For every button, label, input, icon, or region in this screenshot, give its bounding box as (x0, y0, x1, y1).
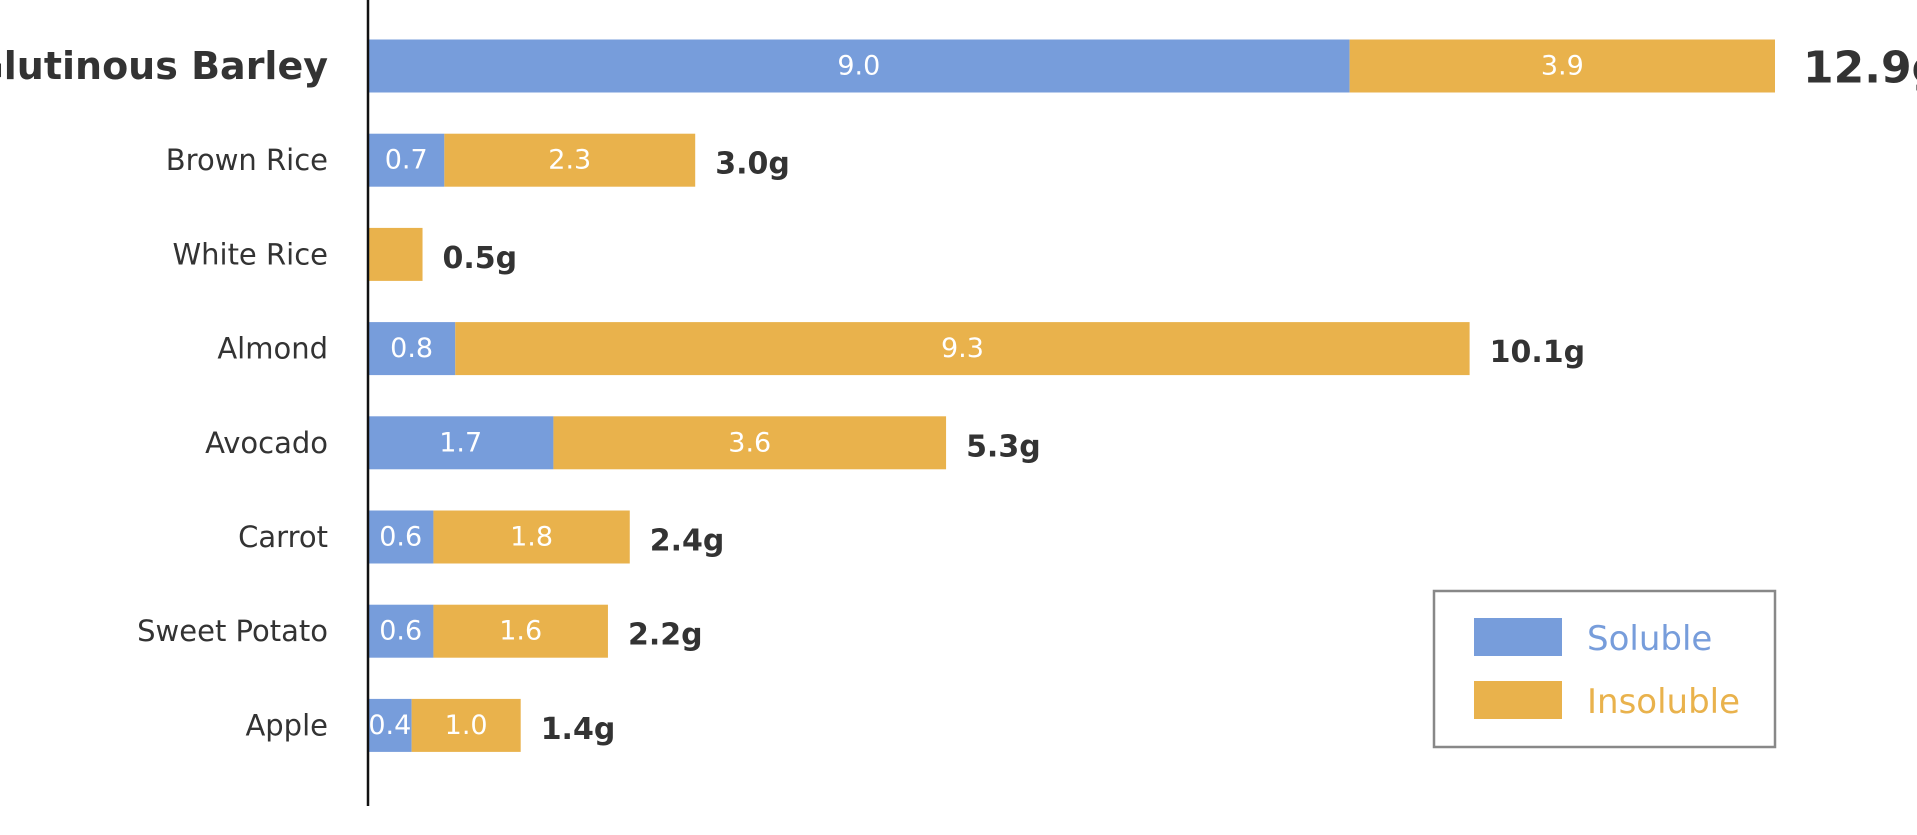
bar-value-label: 0.7 (385, 145, 428, 176)
bar-value-label: 0.8 (390, 333, 433, 364)
category-label: White Rice (172, 237, 328, 271)
bar-segment-soluble (368, 510, 434, 564)
bar-segment-insoluble (411, 698, 521, 752)
bar-value-label: 2.3 (548, 145, 591, 176)
bar-value-label: 1.8 (510, 522, 553, 553)
bar-total-label: 10.1g (1490, 335, 1586, 370)
legend-label-soluble: Soluble (1587, 619, 1712, 659)
bar-value-label: 3.9 (1541, 51, 1584, 82)
category-label: Glutinous Barley (0, 44, 328, 88)
bar-segment-insoluble (455, 322, 1470, 376)
bar-value-label: 1.6 (499, 616, 542, 647)
category-label: Apple (245, 708, 328, 742)
bar-total-label: 5.3g (966, 429, 1041, 464)
bar-segment-soluble (368, 322, 456, 376)
bar-value-label: 9.0 (837, 51, 880, 82)
bar-value-label: 0.6 (379, 616, 422, 647)
bar-value-label: 0.4 (368, 710, 411, 741)
category-label: Carrot (238, 520, 328, 554)
bar-segment-insoluble (368, 227, 423, 281)
bar-value-label: 1.7 (439, 427, 482, 458)
bar-segment-insoluble (433, 510, 630, 564)
legend-label-insoluble: Insoluble (1587, 682, 1740, 722)
bar-segment-soluble (368, 698, 412, 752)
bar-total-label: 12.9g (1803, 43, 1917, 94)
legend-swatch-insoluble (1474, 681, 1562, 719)
category-label: Sweet Potato (137, 614, 328, 648)
bar-segment-insoluble (1349, 39, 1775, 93)
category-label: Brown Rice (166, 143, 328, 177)
legend-swatch-soluble (1474, 618, 1562, 656)
bar-segment-soluble (368, 416, 554, 470)
bar-total-label: 2.2g (628, 618, 703, 653)
bar-total-label: 3.0g (715, 147, 790, 182)
bar-value-label: 1.0 (445, 710, 488, 741)
bar-segment-soluble (368, 39, 1350, 93)
bar-total-label: 0.5g (443, 241, 518, 276)
legend-box (1432, 589, 1777, 749)
bar-total-label: 2.4g (650, 524, 725, 559)
bar-value-label: 3.6 (728, 427, 771, 458)
bar-value-label: 0.6 (379, 522, 422, 553)
bar-segment-soluble (368, 133, 445, 187)
bar-segment-soluble (368, 604, 434, 658)
bar-segment-insoluble (444, 133, 696, 187)
bar-value-label: 9.3 (941, 333, 984, 364)
category-label: Almond (217, 332, 328, 366)
bar-segment-insoluble (553, 416, 947, 470)
bar-segment-insoluble (433, 604, 608, 658)
category-label: Avocado (205, 426, 328, 460)
bar-total-label: 1.4g (541, 712, 616, 747)
